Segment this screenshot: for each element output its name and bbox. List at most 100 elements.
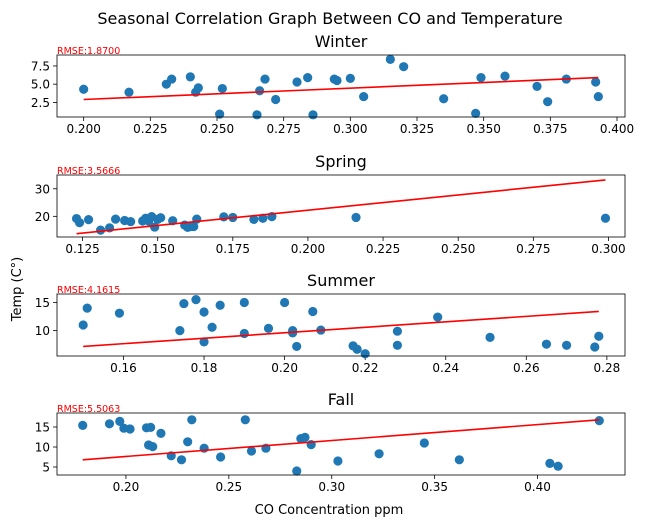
winter-x-tick-label: 0.200 [66,122,100,136]
winter-x-tick-label: 0.325 [400,122,434,136]
winter-rmse-label: RMSE:1.8700 [57,46,120,57]
fall-x-tick-label: 0.25 [215,480,242,494]
spring-data-point [83,215,94,225]
fall-data-point [176,455,187,465]
spring-axes-frame [56,174,626,238]
winter-data-point [439,94,449,104]
fall-data-point [374,449,384,459]
winter-data-point [252,110,262,120]
winter-x-tick-label: 0.225 [133,122,167,136]
winter-data-point [500,71,510,81]
winter-data-point [167,74,177,84]
summer-data-point [308,306,318,317]
winter-data-point [255,86,265,96]
winter-data-point [124,87,134,97]
winter-data-point [193,83,203,93]
summer-data-point [433,312,443,322]
winter-data-point [591,77,601,87]
summer-x-tick-label: 0.16 [110,361,137,375]
winter-data-point [332,75,342,86]
summer-data-point [392,340,402,350]
spring-x-tick-label: 0.150 [140,242,174,256]
summer-data-point [207,322,217,332]
summer-title: Summer [307,271,375,290]
winter-data-point [292,77,302,87]
winter-data-point [471,108,481,118]
winter-x-tick-label: 0.250 [200,122,234,136]
fall-data-point [419,438,429,448]
fall-data-point [183,437,193,447]
summer-data-point [175,326,185,336]
fall-title: Fall [328,390,354,409]
winter-x-tick-label: 0.400 [600,122,634,136]
spring-data-point [95,225,106,235]
summer-data-point [541,339,552,349]
summer-fit-line [83,310,599,348]
fall-rmse-label: RMSE:5.5063 [57,404,120,415]
spring-data-point [600,213,611,223]
spring-x-tick-label: 0.200 [291,242,325,256]
fall-y-tick-label: 5 [42,461,50,475]
winter-data-point [185,72,195,82]
winter-x-tick-label: 0.275 [266,122,300,136]
spring-x-tick-label: 0.225 [366,242,400,256]
summer-x-tick-label: 0.20 [271,361,298,375]
summer-data-point [78,320,88,330]
fall-panel: Fall RMSE:5.5063 0.20 0.25 0.30 0.35 0.40 5 10 15 [35,390,626,494]
winter-data-point [399,62,409,72]
summer-data-point [352,344,362,354]
spring-data-point [111,214,121,224]
spring-x-tick-label: 0.250 [441,242,475,256]
fall-data-point [187,415,197,425]
fall-y-tick-label: 15 [35,421,50,435]
fall-data-point [148,442,158,452]
spring-data-point [74,218,85,228]
winter-data-point [260,74,270,84]
summer-data-point [561,340,572,350]
fall-x-tick-label: 0.30 [318,480,345,494]
fall-x-tick-label: 0.35 [421,480,448,494]
winter-data-point [308,110,318,120]
summer-x-tick-label: 0.22 [352,361,379,375]
fall-data-point [246,446,257,456]
summer-data-point [594,331,604,341]
spring-x-tick-label: 0.300 [591,242,625,256]
spring-y-tick-label: 20 [35,210,50,224]
summer-data-point [360,349,370,359]
spring-data-point [351,212,361,223]
winter-x-tick-label: 0.300 [333,122,367,136]
winter-axes-frame [56,54,626,118]
winter-data-point [217,83,227,94]
fall-data-point [292,466,302,476]
winter-data-point [271,94,281,105]
spring-data-point [219,212,229,222]
summer-data-point [199,337,209,347]
summer-data-point [239,297,249,308]
winter-panel: Winter RMSE:1.8700 0.200 0.225 0.250 0.275 0.3… [31,32,634,136]
summer-x-tick-label: 0.28 [594,361,621,375]
winter-data-point [532,81,542,91]
fall-data-point [156,428,166,438]
spring-data-point [189,221,199,232]
x-axis-label: CO Concentration ppm [255,503,404,518]
winter-x-tick-label: 0.350 [466,122,500,136]
fall-x-tick-label: 0.20 [113,480,140,494]
spring-rmse-label: RMSE:3.5666 [57,166,120,177]
fall-data-point [146,422,156,432]
fall-data-point [125,424,135,434]
spring-title: Spring [315,152,367,171]
fall-data-point [545,458,555,468]
winter-data-point [79,84,89,94]
winter-data-point [476,73,486,83]
fall-data-point [115,416,125,426]
winter-title: Winter [315,32,368,51]
spring-x-tick-label: 0.275 [516,242,550,256]
summer-panel: Summer RMSE:4.1615 0.16 0.18 0.20 0.22 0.24 0.2… [35,271,626,375]
fall-data-point [78,420,88,430]
summer-x-tick-label: 0.18 [191,361,218,375]
fall-data-point [104,419,115,429]
fall-x-tick-label: 0.40 [524,480,551,494]
summer-data-point [280,297,290,308]
spring-fit-line [76,179,606,235]
